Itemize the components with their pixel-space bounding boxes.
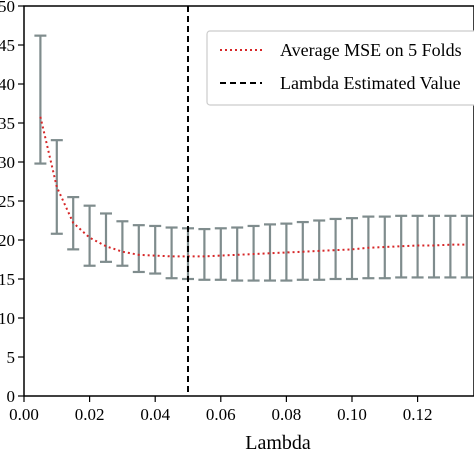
x-tick-label: 0.12 [403, 405, 433, 424]
x-axis-label: Lambda [245, 432, 311, 454]
average-mse-line [39, 116, 467, 258]
y-tick-label: 30 [0, 153, 15, 172]
legend-mse-label: Average MSE on 5 Folds [280, 40, 462, 60]
y-tick-label: 50 [0, 0, 15, 16]
y-tick-label: 25 [0, 192, 15, 211]
x-tick-label: 0.00 [9, 405, 39, 424]
y-tick-label: 5 [7, 348, 16, 367]
x-tick-label: 0.08 [272, 405, 302, 424]
y-tick-label: 40 [0, 75, 15, 94]
legend-box [206, 30, 474, 106]
x-axis-ticks: 0.00 0.02 0.04 0.06 0.08 0.10 0.12 [9, 396, 432, 424]
plot-frame [23, 5, 474, 397]
y-tick-label: 10 [0, 309, 15, 328]
y-tick-label: 20 [0, 231, 15, 250]
y-tick-label: 35 [0, 114, 15, 133]
y-tick-label: 0 [7, 387, 16, 406]
x-tick-label: 0.10 [337, 405, 367, 424]
legend-lambda-label: Lambda Estimated Value [280, 73, 461, 93]
y-tick-label: 45 [0, 36, 15, 55]
x-tick-label: 0.06 [206, 405, 236, 424]
x-tick-label: 0.02 [75, 405, 105, 424]
x-tick-label: 0.04 [140, 405, 170, 424]
y-axis-ticks: 0 5 10 15 20 25 30 35 40 45 50 [0, 0, 24, 406]
y-tick-label: 15 [0, 270, 15, 289]
legend: Average MSE on 5 Folds Lambda Estimated … [206, 30, 474, 106]
